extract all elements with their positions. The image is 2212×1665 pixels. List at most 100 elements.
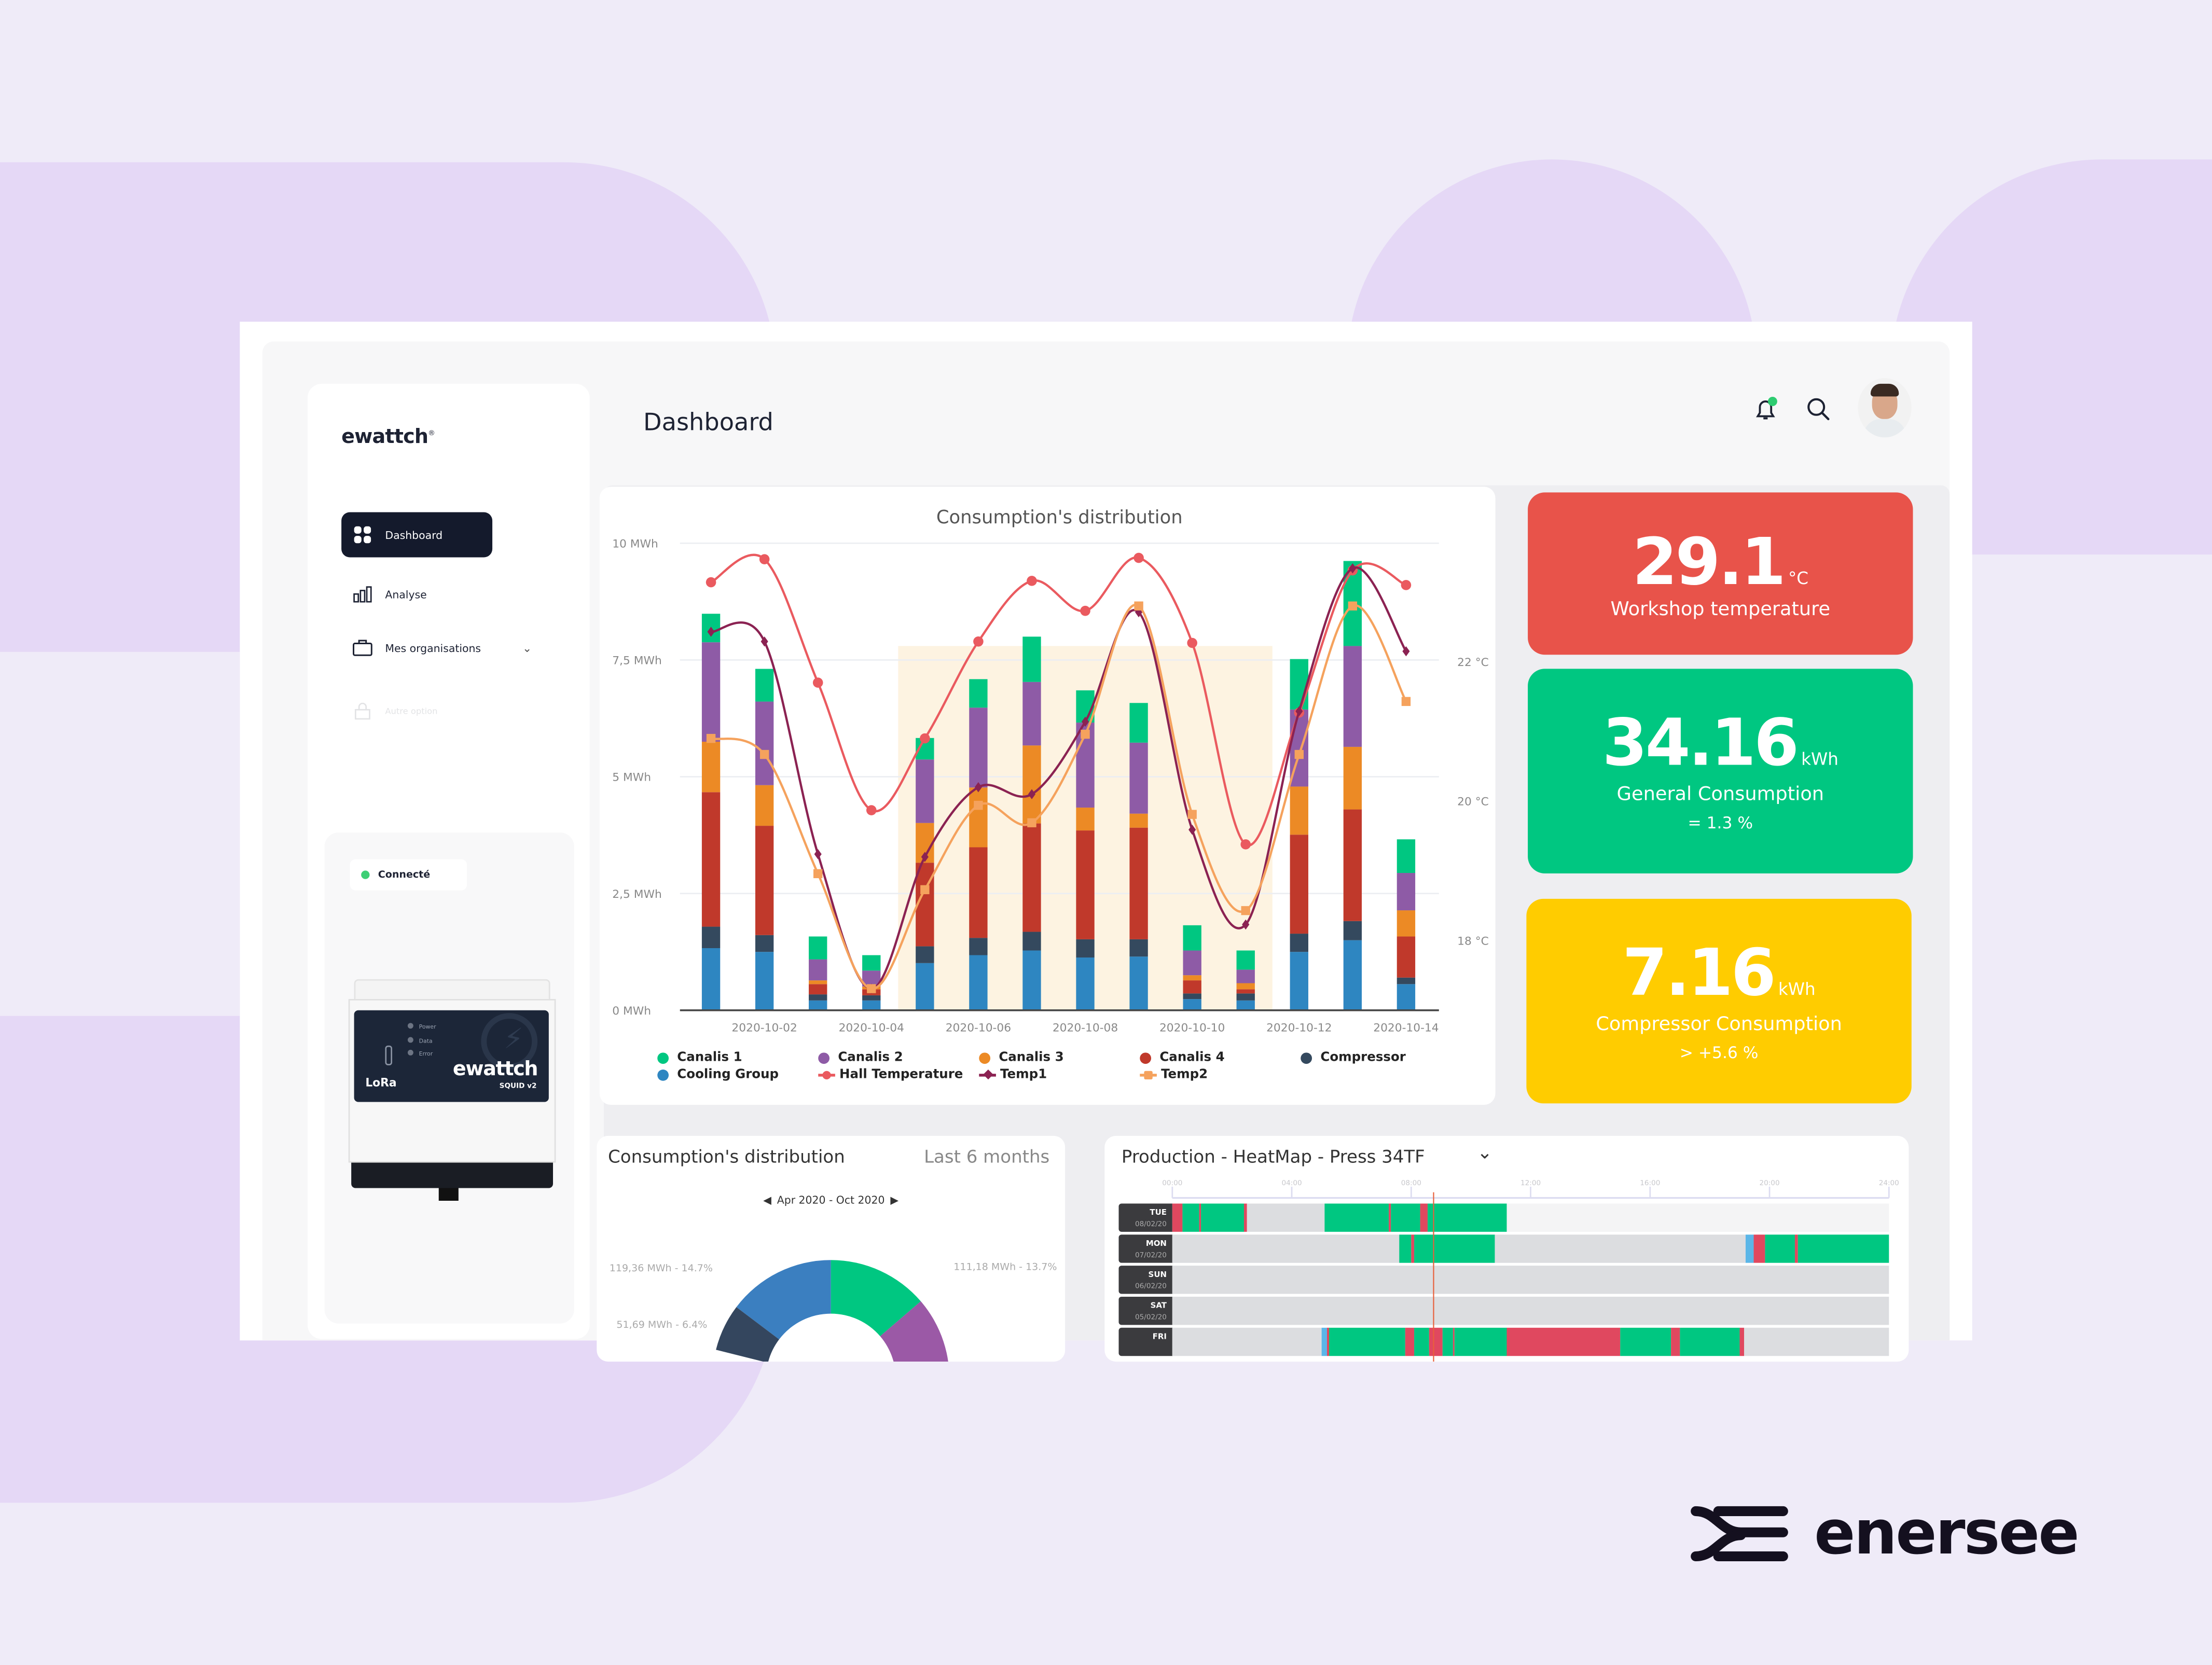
bar-segment-canalis2 (1343, 646, 1362, 747)
chevron-down-icon[interactable]: ⌄ (522, 641, 532, 654)
legend-item-canalis4[interactable]: Canalis 4 (1140, 1051, 1301, 1065)
y-tick-label: 2,5 MWh (612, 888, 662, 901)
bar-segment-canalis1 (755, 669, 774, 702)
consumption-chart-card: Consumption's distribution 0 MWh 2,5 MWh 5 … (599, 487, 1496, 1105)
legend-marker-icon (818, 1052, 830, 1064)
marker-temp1 (1028, 789, 1036, 799)
heatmap-segment-idle (1247, 1203, 1325, 1232)
y-right-tick-label: 22 °C (1457, 656, 1489, 669)
search-button[interactable] (1804, 395, 1832, 429)
x-tick-label: 2020-10-04 (839, 1022, 904, 1035)
bar-segment-cooling (1290, 952, 1308, 1010)
time-tick-label: 24:00 (1879, 1179, 1899, 1187)
marker-hall (812, 677, 823, 688)
legend-item-cooling[interactable]: Cooling Group (657, 1068, 818, 1082)
y-right-tick-label: 18 °C (1457, 935, 1489, 948)
legend-item-canalis2[interactable]: Canalis 2 (818, 1051, 979, 1065)
bar-segment-cooling (969, 955, 988, 1010)
bar-segment-canalis1 (969, 679, 988, 708)
bar-segment-canalis3 (1397, 910, 1416, 937)
next-arrow-icon[interactable]: ▶ (890, 1194, 899, 1206)
marker-hall (1187, 637, 1197, 648)
consumption-chart[interactable]: Consumption's distribution 0 MWh 2,5 MWh 5 … (600, 487, 1496, 1105)
kpi-card-general-consumption[interactable]: 34.16 kWh General Consumption = 1.3 % (1528, 669, 1913, 873)
bar-segment-canalis2 (755, 701, 774, 785)
bar-segment-cooling (809, 1000, 827, 1010)
date-range-nav: ◀ Apr 2020 - Oct 2020 ▶ (763, 1194, 898, 1206)
notifications-button[interactable] (1752, 395, 1780, 429)
sidebar-item-mes-organisations[interactable]: Mes organisations ⌄ (341, 625, 532, 670)
bar-segment-cooling (1076, 957, 1095, 1010)
enersee-logo: enersee (1687, 1497, 2080, 1569)
donut-slice (736, 1260, 831, 1340)
legend-label: Cooling Group (677, 1068, 779, 1083)
prev-arrow-icon[interactable]: ◀ (763, 1194, 771, 1206)
heatmap-segment-run (1765, 1234, 1795, 1263)
donut-chart[interactable]: 119,36 MWh - 14.7% 51,69 MWh - 6.4% 111,18… (597, 1136, 1065, 1362)
row-day-label: SUN (1149, 1270, 1167, 1279)
heatmap-segment-idle (1172, 1296, 1889, 1325)
legend-item-compressor[interactable]: Compressor (1301, 1051, 1442, 1065)
row-day-label: MON (1146, 1239, 1167, 1248)
marker-temp2 (920, 885, 930, 894)
kpi-number: 34.16 (1602, 704, 1799, 781)
marker-temp1 (1295, 706, 1303, 716)
row-date-label: 06/02/20 (1135, 1282, 1167, 1291)
bar-segment-compressor (1290, 934, 1308, 952)
heatmap-chart[interactable]: 00:00 04:00 08:00 12:00 16:00 20:00 24:00 TUE 08… (1104, 1136, 1909, 1362)
logo-mark: ® (428, 429, 435, 438)
enersee-wordmark: enersee (1814, 1497, 2079, 1569)
kpi-card-workshop-temperature[interactable]: 29.1 °C Workshop temperature (1528, 492, 1913, 655)
y-tick-label: 7,5 MWh (612, 655, 662, 668)
kpi-change: > +5.6 % (1679, 1043, 1759, 1063)
bar-segment-cooling (862, 1000, 881, 1010)
ewattch-logo[interactable]: ewattch® (341, 426, 435, 449)
heatmap-segment-run (1391, 1203, 1420, 1232)
time-tick-label: 20:00 (1759, 1179, 1779, 1187)
legend-item-temp1[interactable]: Temp1 (979, 1068, 1140, 1082)
kpi-value: 34.16 kWh (1528, 710, 1913, 774)
heatmap-segment-run (1399, 1234, 1412, 1263)
y-right-tick-label: 20 °C (1457, 796, 1489, 809)
bar-segment-compressor (1076, 939, 1095, 958)
legend-item-canalis3[interactable]: Canalis 3 (979, 1051, 1140, 1065)
sidebar-item-analyse[interactable]: Analyse (341, 572, 492, 617)
heatmap-segment-run (1414, 1234, 1495, 1263)
bar-segment-compressor (701, 926, 721, 948)
kpi-unit: kWh (1801, 749, 1838, 769)
legend-item-hall[interactable]: Hall Temperature (818, 1068, 979, 1082)
time-tick-label: 08:00 (1401, 1179, 1421, 1187)
led-power-label: Power (419, 1023, 436, 1030)
marker-hall (1133, 552, 1144, 563)
time-tick-label: 12:00 (1520, 1179, 1541, 1187)
period-selector[interactable]: Last 6 months (924, 1145, 1050, 1167)
heatmap-segment-run (1182, 1203, 1199, 1232)
bar-segment-compressor (969, 938, 988, 955)
row-day-label: TUE (1150, 1208, 1167, 1217)
sidebar-item-autre-option: Autre option (341, 689, 492, 734)
marker-temp1 (814, 849, 822, 859)
kpi-card-compressor-consumption[interactable]: 7.16 kWh Compressor Consumption > +5.6 % (1526, 898, 1912, 1104)
lightning-icon: ⚡ (481, 1013, 538, 1070)
legend-item-temp2[interactable]: Temp2 (1140, 1068, 1301, 1082)
bar-segment-cooling (1129, 956, 1148, 1010)
sidebar-item-dashboard[interactable]: Dashboard (341, 512, 493, 558)
y-tick-label: 0 MWh (612, 1005, 651, 1018)
legend-item-canalis1[interactable]: Canalis 1 (657, 1051, 818, 1065)
heatmap-segment-run (1680, 1327, 1740, 1356)
bar-segment-compressor (755, 935, 774, 952)
heatmap-segment-stop (1389, 1203, 1391, 1232)
bar-segment-canalis2 (1397, 873, 1416, 911)
chevron-down-icon[interactable]: ⌄ (1477, 1143, 1492, 1164)
time-tick-label: 16:00 (1640, 1179, 1660, 1187)
bar-segment-cooling (1022, 950, 1041, 1010)
heatmap-segment-stop (1420, 1203, 1428, 1232)
bar-segment-canalis4 (1397, 936, 1416, 978)
grid-icon (353, 525, 372, 545)
heatmap-segment-stop (1243, 1203, 1247, 1232)
marker-temp2 (1294, 750, 1304, 759)
bar-segment-canalis3 (1022, 745, 1041, 824)
bar-segment-canalis3 (809, 980, 827, 984)
avatar[interactable] (1858, 378, 1912, 438)
bar-segment-canalis2 (809, 959, 827, 981)
